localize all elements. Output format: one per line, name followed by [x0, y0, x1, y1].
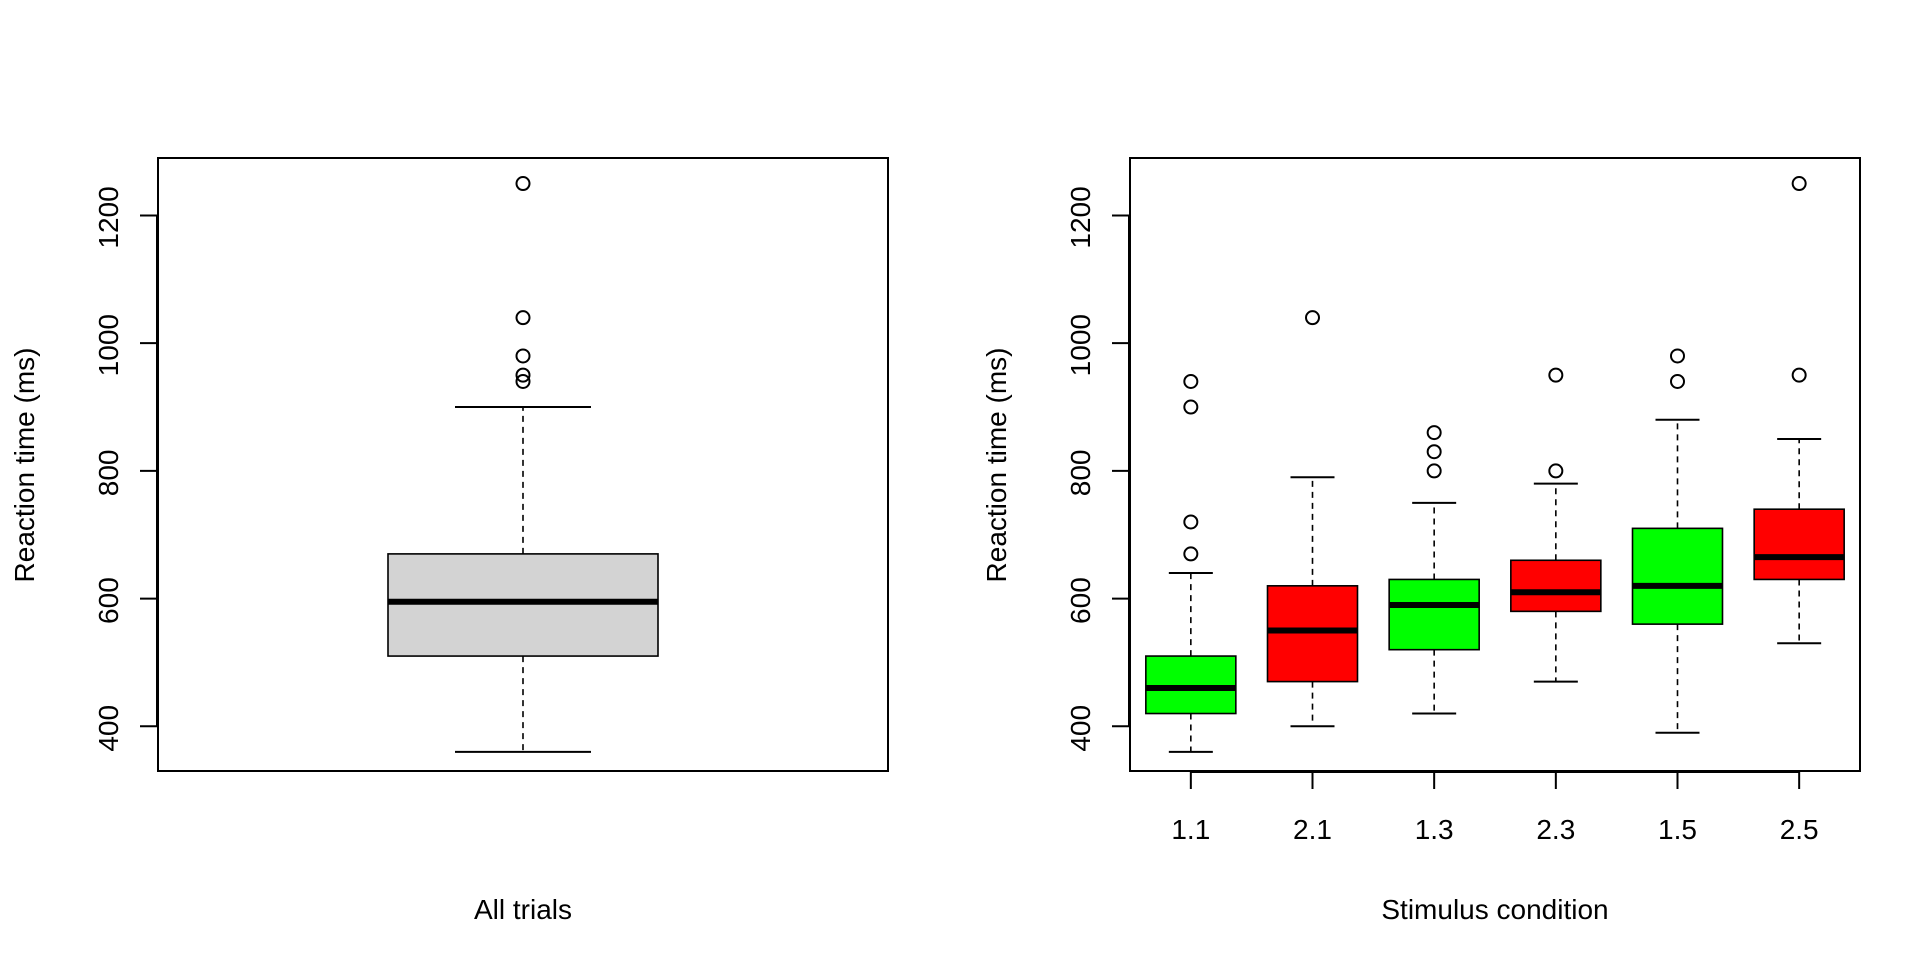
y-tick-label: 800: [93, 450, 124, 497]
y-tick-label: 1200: [1065, 186, 1096, 248]
y-tick-label: 400: [93, 705, 124, 752]
iqr-box: [1266, 585, 1359, 683]
y-tick-label: 1200: [93, 186, 124, 248]
outlier-point: [1548, 367, 1564, 383]
iqr-box: [1753, 508, 1845, 581]
outlier-point: [1426, 425, 1442, 441]
box-2.1: [1266, 310, 1359, 728]
outlier-point: [1670, 348, 1685, 364]
outlier-point: [515, 310, 531, 326]
panel-all-trials: 400 600 800 1000 1200 Reaction time (ms) All…: [9, 157, 889, 925]
y-tick-label: 1000: [1065, 314, 1096, 376]
outlier-point: [515, 348, 531, 364]
x-tick-label: 1.3: [1415, 814, 1454, 845]
outlier-point: [1791, 176, 1807, 192]
outlier-point: [515, 176, 531, 192]
x-axis-label: All trials: [474, 894, 572, 925]
outlier-point: [1791, 367, 1807, 383]
x-tick-label: 1.1: [1171, 814, 1210, 845]
y-axis: 400 600 800 1000 1200: [1065, 186, 1130, 752]
outlier-point: [1426, 444, 1442, 460]
boxes: [1145, 176, 1845, 753]
y-tick-label: 400: [1065, 705, 1096, 752]
box-1.1: [1145, 373, 1237, 753]
x-axis-label: Stimulus condition: [1381, 894, 1608, 925]
iqr-box: [1510, 559, 1602, 613]
y-tick-label: 800: [1065, 450, 1096, 497]
y-axis-label: Reaction time (ms): [981, 348, 1012, 583]
panel-stimulus-condition: 400 600 800 1000 1200 1.1 2.1 1.3 2.3 1.5 2.5 Rea…: [981, 157, 1861, 925]
outlier-point: [515, 367, 531, 383]
box-all: [387, 176, 659, 753]
x-tick-label: 2.5: [1780, 814, 1819, 845]
x-tick-label: 1.5: [1658, 814, 1697, 845]
box-2.3: [1510, 367, 1602, 683]
outlier-point: [1183, 546, 1199, 562]
box-1.5: [1631, 348, 1724, 734]
iqr-box: [1388, 578, 1480, 651]
outlier-point: [1548, 463, 1564, 479]
y-tick-label: 1000: [93, 314, 124, 376]
y-axis-label: Reaction time (ms): [9, 348, 40, 583]
outlier-point: [1305, 310, 1320, 326]
outlier-point: [1183, 373, 1199, 389]
x-tick-label: 2.1: [1293, 814, 1332, 845]
box-2.5: [1753, 176, 1845, 645]
box-1.3: [1388, 425, 1480, 715]
iqr-box: [1631, 527, 1724, 625]
boxes: [387, 176, 659, 753]
outlier-point: [1183, 399, 1199, 415]
outlier-point: [1426, 463, 1442, 479]
x-tick-label: 2.3: [1536, 814, 1575, 845]
outlier-point: [1183, 514, 1199, 530]
y-axis: 400 600 800 1000 1200: [93, 186, 158, 752]
x-axis: 1.1 2.1 1.3 2.3 1.5 2.5: [1171, 771, 1819, 845]
y-tick-label: 600: [1065, 577, 1096, 624]
outlier-point: [1670, 373, 1685, 389]
iqr-box: [1145, 655, 1237, 715]
iqr-box: [387, 553, 659, 657]
outlier-point: [515, 373, 531, 389]
y-tick-label: 600: [93, 577, 124, 624]
